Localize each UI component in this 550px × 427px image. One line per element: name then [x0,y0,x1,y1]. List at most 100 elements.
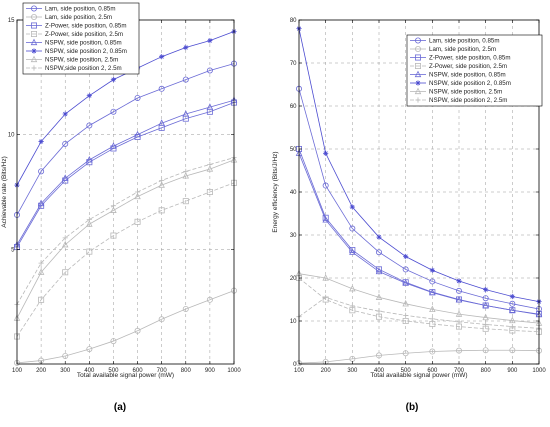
series-line-1 [16,290,235,364]
x-tick-label: 1000 [227,368,241,374]
x-tick-label: 1000 [532,368,546,374]
data-point-5-7 [183,44,189,51]
x-tick-label: 800 [481,368,492,374]
data-point-4-5 [429,288,436,296]
data-point-4-3 [375,267,383,275]
data-point-0-2 [349,225,356,232]
data-point-4-6 [158,119,165,126]
data-point-4-7 [182,110,190,117]
data-point-4-8 [509,306,516,313]
data-point-5-4 [110,77,117,83]
data-point-6-3 [375,293,383,300]
legend-marker-5 [31,48,37,54]
data-point-7-5 [134,189,141,195]
data-point-6-3 [86,220,93,227]
data-point-1-7 [482,347,489,354]
data-point-6-1 [37,268,45,275]
data-point-5-5 [429,267,435,273]
legend-marker-2 [30,22,37,29]
legend-label-0: Lam, side position, 0.85m [45,6,116,13]
x-tick-label: 900 [507,368,518,374]
data-point-5-7 [483,287,489,293]
data-point-0-5 [134,94,141,101]
data-point-5-2 [62,111,68,117]
figure-caption: (a) [114,402,126,413]
data-point-5-4 [403,253,409,260]
x-tick-label: 600 [133,368,144,374]
y-tick-label: 50 [290,147,297,153]
data-point-4-1 [37,199,45,207]
legend-label-0: Lam, side position, 0.85m [429,38,500,45]
data-point-0-6 [158,85,165,92]
data-point-5-6 [456,278,462,284]
data-point-7-3 [376,308,382,314]
data-point-1-4 [402,350,409,357]
data-point-6-2 [349,284,356,292]
data-point-0-3 [86,122,93,129]
data-point-7-8 [207,161,213,168]
data-point-4-4 [110,142,117,149]
y-tick-label: 30 [290,233,297,239]
data-point-0-3 [375,249,382,256]
legend-label-1: Lam, side position, 2.5m [429,46,496,53]
x-tick-label: 100 [294,368,305,374]
data-point-7-6 [456,319,462,325]
chart-b: 100 200 300 400 500 600 700 800 900 1000 0 10 20 30 40… [272,18,546,413]
data-point-5-3 [376,234,382,240]
y-tick-label: 60 [290,104,297,110]
data-point-4-4 [402,279,409,286]
data-point-1-1 [322,358,329,365]
series-line-2 [16,102,235,248]
data-point-1-6 [455,347,462,354]
legend-marker-0 [414,37,421,44]
data-point-1-3 [375,352,382,359]
data-point-7-3 [86,216,92,223]
data-point-1-8 [206,296,213,303]
data-point-6-7 [182,172,190,179]
data-point-3-8 [206,188,213,195]
data-point-6-2 [61,240,69,248]
data-point-5-8 [207,38,213,44]
x-tick-label: 600 [427,368,438,374]
y-tick-label: 5 [11,247,15,253]
data-point-5-8 [509,293,515,300]
legend-label-4: NSPW, side position, 0.85m [45,40,122,47]
x-tick-label: 900 [205,368,216,374]
x-axis-label: Total available signal power (mW) [370,372,467,379]
data-point-1-8 [509,347,516,354]
series-line-0 [298,88,540,310]
series-line-7 [298,296,540,329]
x-tick-label: 300 [60,368,71,374]
data-point-7-5 [429,316,435,322]
legend-marker-1 [414,46,421,53]
data-point-4-1 [322,216,329,223]
series-line-5 [298,28,540,303]
data-point-0-8 [206,67,213,74]
data-point-7-7 [483,321,489,328]
data-point-0-6 [455,287,462,294]
data-point-7-7 [183,168,189,174]
legend-marker-7 [31,65,37,71]
y-tick-label: 15 [8,18,15,24]
legend-marker-7 [415,97,421,103]
legend-marker-0 [30,5,37,12]
legend-marker-3 [414,63,421,70]
y-axis-label: Energy efficiency (Bits/J/Hz) [272,151,279,232]
data-point-5-3 [86,93,92,99]
series-line-6 [16,159,235,319]
series-line-3 [298,277,540,333]
figure-caption: (b) [406,402,419,413]
y-tick-label: 40 [290,190,297,196]
series-line-4 [16,99,235,245]
data-point-4-7 [482,301,489,309]
legend-box [406,34,543,107]
data-point-5-1 [323,150,329,156]
x-tick-label: 400 [84,368,95,374]
legend-label-5: NSPW, side position 2, 0.85m [45,48,127,55]
data-point-3-5 [134,218,141,225]
data-point-6-4 [110,206,117,213]
y-tick-label: 0 [293,362,297,368]
plot-area [17,20,234,364]
